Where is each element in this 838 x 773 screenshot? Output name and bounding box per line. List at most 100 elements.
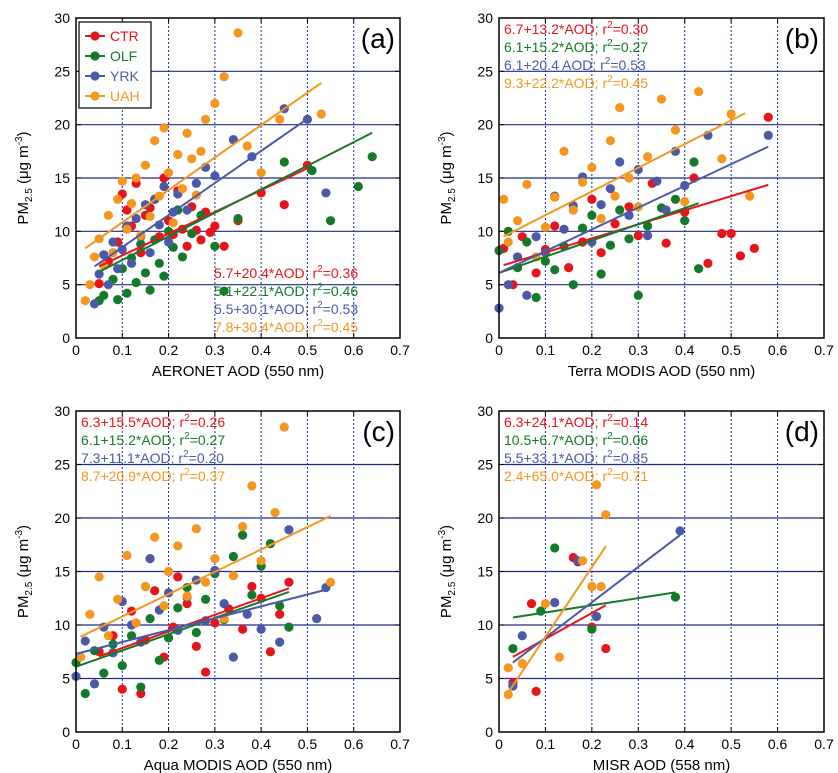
data-point xyxy=(103,210,113,220)
fit-line-olf xyxy=(512,591,676,619)
data-point xyxy=(596,248,606,258)
y-tick-label: 20 xyxy=(54,117,70,133)
data-point xyxy=(615,103,625,113)
x-tick-label: 0.7 xyxy=(814,342,834,358)
series-olf xyxy=(71,530,294,699)
legend-entry-ctr: CTR xyxy=(110,28,139,44)
data-point xyxy=(503,237,513,247)
x-axis-label: Terra MODIS AOD (550 nm) xyxy=(568,363,756,380)
data-point xyxy=(173,149,183,160)
data-point xyxy=(284,622,294,632)
data-point xyxy=(540,599,551,609)
data-point xyxy=(210,554,220,564)
data-point xyxy=(554,652,564,662)
data-point xyxy=(191,178,201,188)
legend-entry-olf: OLF xyxy=(110,48,137,64)
data-point xyxy=(103,280,113,290)
data-point xyxy=(745,191,755,201)
x-tick-label: 0.1 xyxy=(113,342,133,358)
data-point xyxy=(187,154,197,164)
x-tick-label: 0.2 xyxy=(159,736,179,752)
data-point xyxy=(145,211,155,221)
data-point xyxy=(642,231,653,241)
data-point xyxy=(717,154,727,164)
legend-swatch-marker xyxy=(90,51,100,61)
data-point xyxy=(596,200,606,210)
data-point xyxy=(325,577,336,587)
y-tick-label: 0 xyxy=(485,724,493,740)
fit-equation-uah: 9.3+22.2*AOD; r2=0.45 xyxy=(504,74,648,91)
data-point xyxy=(191,627,201,638)
data-point xyxy=(159,181,169,192)
data-point xyxy=(661,238,671,248)
x-tick-label: 0.4 xyxy=(251,342,271,358)
y-tick-label: 15 xyxy=(54,564,70,580)
data-point xyxy=(499,194,509,204)
y-tick-label: 20 xyxy=(477,117,493,133)
panel-4: 0 0.1 0.2 0.3 0.4 0.5 0.6 0.7 0 5 10 15 20 25 30 MISR A… xyxy=(437,403,834,773)
data-point xyxy=(150,136,160,146)
series-uah xyxy=(503,480,611,700)
data-point xyxy=(256,556,266,566)
data-point xyxy=(122,550,132,561)
fit-line-uah xyxy=(84,82,322,250)
data-point xyxy=(154,258,164,268)
data-point xyxy=(210,618,220,628)
fit-equation-uah: 8.7+20.9*AOD; r2=0.37 xyxy=(81,467,225,484)
data-point xyxy=(196,146,206,156)
panel-label: (a) xyxy=(361,23,395,54)
y-axis-label: PM2.5 (μg m-3) xyxy=(14,525,35,618)
data-point xyxy=(242,609,252,619)
data-point xyxy=(503,689,513,700)
data-point xyxy=(279,200,289,210)
data-point xyxy=(749,243,759,253)
fit-line-olf xyxy=(75,590,290,668)
data-point xyxy=(615,205,625,215)
data-point xyxy=(196,235,206,245)
x-tick-label: 0.5 xyxy=(298,342,318,358)
legend-entry-yrk: YRK xyxy=(110,68,139,84)
data-point xyxy=(126,258,137,268)
panel-label: (b) xyxy=(785,23,819,54)
data-point xyxy=(522,290,532,300)
x-tick-label: 0.6 xyxy=(344,736,364,752)
data-point xyxy=(201,114,211,124)
data-point xyxy=(191,641,201,652)
data-point xyxy=(353,181,363,192)
data-point xyxy=(670,194,681,204)
data-point xyxy=(145,554,155,564)
series-olf xyxy=(508,543,681,654)
data-point xyxy=(531,686,541,696)
data-point xyxy=(99,290,109,300)
x-tick-label: 0.5 xyxy=(721,342,741,358)
data-point xyxy=(173,572,183,582)
legend-entry-uah: UAH xyxy=(110,88,140,104)
data-point xyxy=(596,269,606,279)
x-tick-label: 0.1 xyxy=(113,736,133,752)
data-point xyxy=(540,222,551,232)
fit-equation-ctr: 6.3+24.1*AOD; r2=0.14 xyxy=(504,413,648,430)
data-point xyxy=(108,237,118,247)
data-point xyxy=(113,594,123,604)
data-point xyxy=(85,609,95,619)
data-point xyxy=(642,152,653,162)
data-point xyxy=(117,244,127,255)
y-tick-label: 0 xyxy=(62,330,70,346)
y-tick-label: 10 xyxy=(477,223,493,239)
data-point xyxy=(219,241,229,251)
data-point xyxy=(717,228,727,239)
panel-label: (d) xyxy=(785,416,819,447)
data-point xyxy=(140,160,151,170)
data-point xyxy=(670,592,681,602)
fit-equation-yrk: 7.3+11.1*AOD; r2=0.20 xyxy=(81,449,224,466)
x-tick-label: 0.6 xyxy=(344,342,364,358)
data-point xyxy=(526,599,537,609)
data-point xyxy=(103,631,113,641)
y-tick-label: 25 xyxy=(54,457,70,473)
y-tick-label: 5 xyxy=(62,671,70,687)
data-point xyxy=(228,571,238,581)
data-point xyxy=(624,202,634,212)
series-olf xyxy=(494,157,704,303)
data-point xyxy=(182,241,192,251)
x-axis-label: MISR AOD (558 nm) xyxy=(593,757,731,773)
